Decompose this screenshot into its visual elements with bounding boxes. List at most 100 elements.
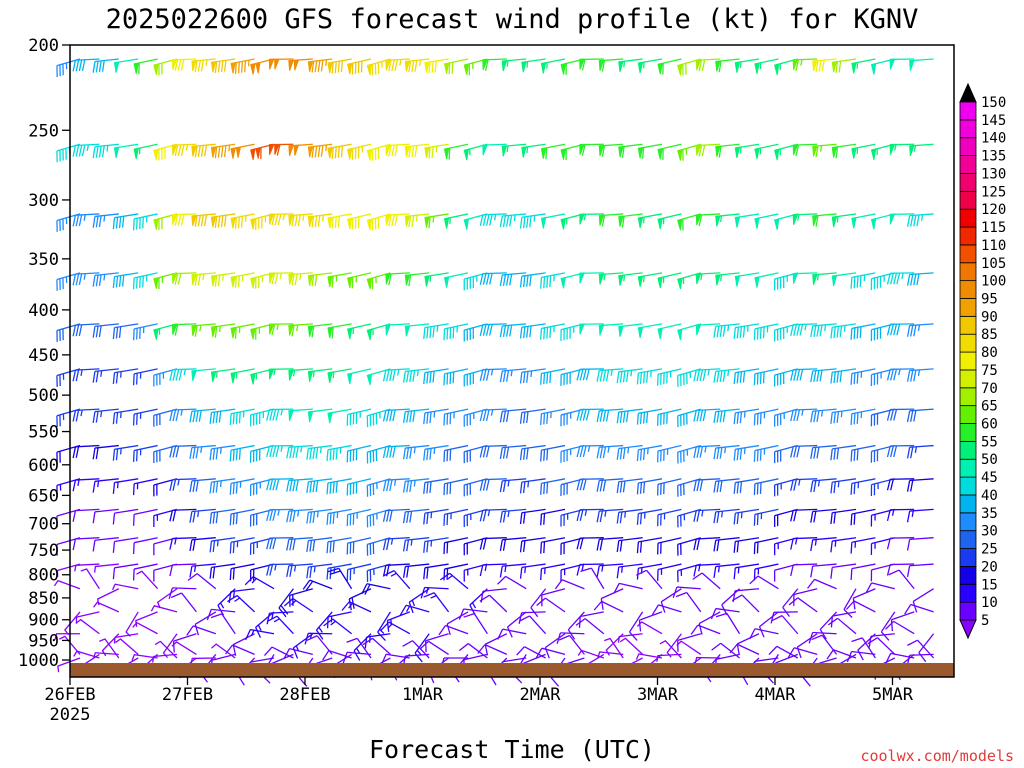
colorbar-swatch <box>959 280 977 299</box>
wind-barb <box>327 143 352 159</box>
colorbar-label: 25 <box>981 542 998 558</box>
wind-barb <box>132 444 158 462</box>
wind-barb <box>637 143 663 159</box>
wind-barb <box>230 368 255 384</box>
wind-barb <box>385 58 410 72</box>
wind-barb <box>327 368 352 384</box>
wind-barb <box>171 272 197 285</box>
wind-barb <box>713 323 740 338</box>
wind-barb <box>790 537 818 550</box>
wind-barb <box>306 444 333 460</box>
wind-barb <box>189 408 216 423</box>
wind-barb <box>867 637 896 655</box>
wind-barb <box>326 444 352 462</box>
wind-barb <box>715 143 740 158</box>
wind-barb <box>852 588 876 610</box>
wind-barb <box>307 323 333 338</box>
wind-barb <box>880 611 896 641</box>
wind-barb <box>402 508 430 524</box>
wind-barb <box>72 143 100 157</box>
wind-barb <box>540 272 566 289</box>
wind-barb <box>773 368 798 387</box>
wind-barb <box>92 652 119 659</box>
wind-barb <box>268 272 294 285</box>
wind-barb <box>790 323 818 336</box>
wind-barb <box>92 323 119 338</box>
wind-barb <box>209 508 236 525</box>
wind-barb <box>484 633 508 656</box>
y-tick-label: 750 <box>28 541 59 561</box>
wind-barb <box>113 633 139 644</box>
wind-barb <box>133 58 158 75</box>
wind-barb <box>857 633 876 661</box>
wind-barb <box>404 323 430 337</box>
wind-barb <box>576 537 604 550</box>
wind-barb <box>850 444 876 462</box>
wind-barb <box>540 508 566 526</box>
wind-barb <box>210 323 236 338</box>
wind-barb <box>885 652 915 664</box>
wind-barb <box>92 143 119 159</box>
wind-barb <box>443 478 469 496</box>
wind-barb <box>326 563 352 580</box>
wind-barb <box>499 444 527 459</box>
wind-barb <box>288 143 313 157</box>
wind-barb <box>616 563 643 579</box>
x-tick-label: 2MAR <box>520 685 562 705</box>
x-tick-label: 1MAR <box>402 685 444 705</box>
x-tick-label: 4MAR <box>755 685 797 705</box>
wind-barb <box>579 143 604 156</box>
wind-barb <box>889 58 915 70</box>
wind-barb <box>73 650 100 659</box>
wind-barb <box>636 478 663 495</box>
ground-terrain <box>70 663 954 677</box>
wind-barb <box>636 368 663 385</box>
wind-barb <box>189 508 216 523</box>
wind-barb <box>424 58 449 74</box>
wind-barb <box>266 537 294 550</box>
y-tick-label: 300 <box>28 191 59 211</box>
wind-barb <box>286 563 313 578</box>
colorbar-swatch <box>959 405 977 424</box>
wind-barb <box>850 563 876 581</box>
wind-barb <box>657 563 682 581</box>
wind-barb <box>286 478 313 492</box>
wind-barb <box>283 647 313 659</box>
wind-barb <box>230 58 255 74</box>
wind-barb <box>443 323 469 341</box>
wind-barb <box>346 478 372 496</box>
wind-barb <box>576 408 604 421</box>
wind-barb <box>790 508 818 522</box>
wind-barb <box>347 213 372 230</box>
wind-barb <box>189 478 216 493</box>
wind-barb <box>812 213 837 227</box>
wind-barb <box>244 576 275 590</box>
wind-barb <box>229 508 255 526</box>
wind-barb <box>72 272 100 286</box>
wind-barb <box>404 272 430 287</box>
wind-barb <box>210 272 236 287</box>
colorbar-swatch <box>959 548 977 567</box>
x-tick-label: 27FEB <box>162 685 213 705</box>
colorbar-label: 40 <box>981 488 998 504</box>
colorbar-swatch <box>959 458 977 478</box>
wind-barb <box>619 637 644 655</box>
wind-barb <box>463 563 488 582</box>
wind-barb <box>807 578 837 590</box>
wind-barb <box>172 633 197 653</box>
wind-barb <box>209 408 236 424</box>
colorbar-label: 130 <box>981 166 1006 182</box>
colorbar-label: 115 <box>981 220 1006 236</box>
colorbar-label: 120 <box>981 202 1006 218</box>
wind-barb <box>458 643 488 659</box>
wind-barb <box>753 323 779 341</box>
wind-barb <box>191 58 216 72</box>
wind-barb <box>131 654 158 661</box>
wind-barb <box>225 644 255 655</box>
wind-barb <box>268 58 294 70</box>
colorbar-label: 85 <box>981 327 998 343</box>
wind-barb <box>210 613 236 635</box>
wind-barb <box>616 408 643 424</box>
wind-barb <box>540 563 566 581</box>
x-tick-label: 5MAR <box>872 685 914 705</box>
